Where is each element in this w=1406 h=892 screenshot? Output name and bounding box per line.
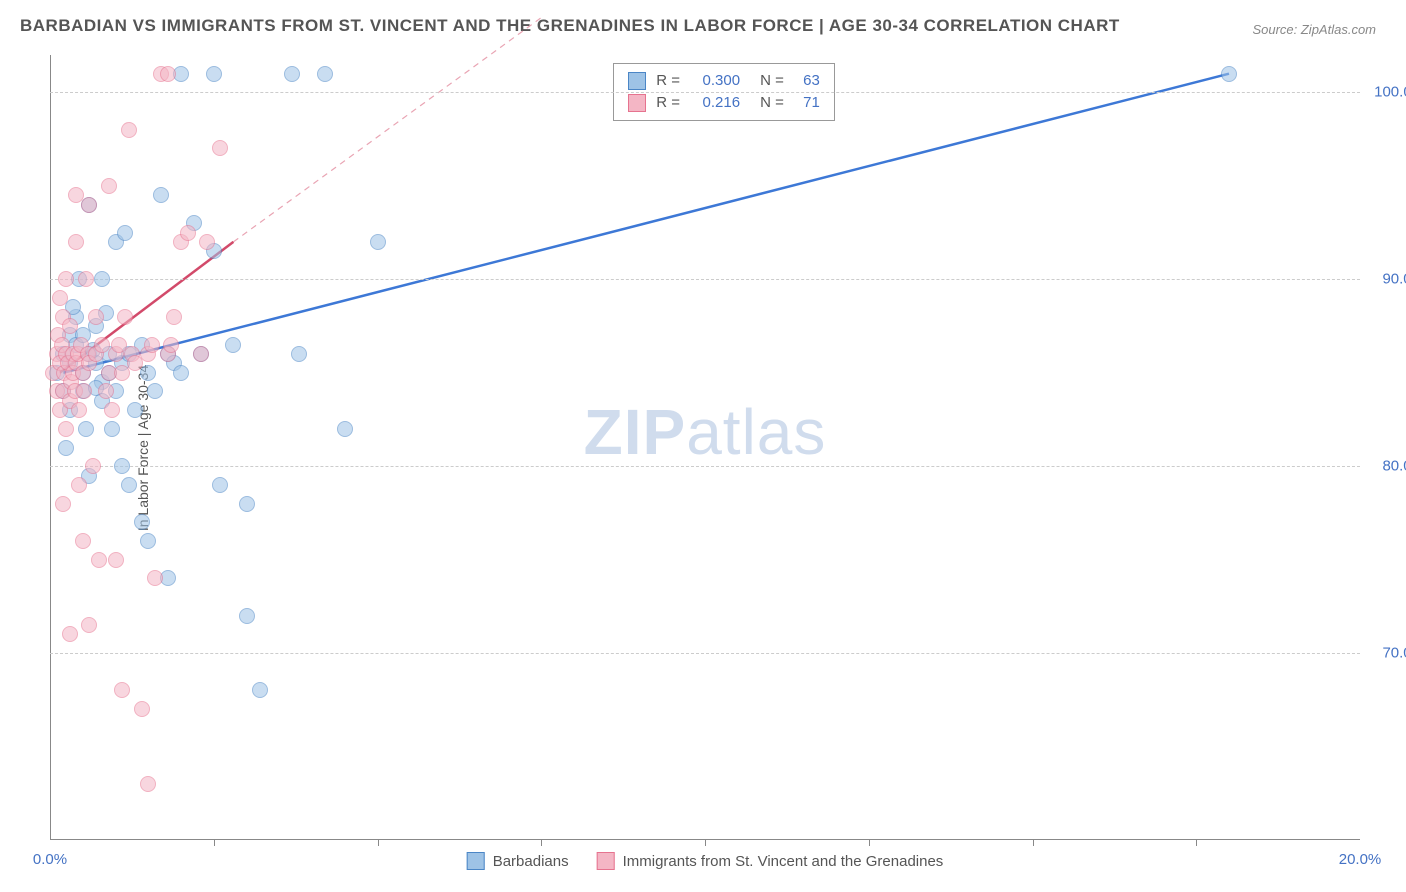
data-point: [225, 337, 241, 353]
data-point: [1221, 66, 1237, 82]
data-point: [71, 402, 87, 418]
data-point: [144, 337, 160, 353]
data-point: [163, 337, 179, 353]
data-point: [71, 477, 87, 493]
chart-title: BARBADIAN VS IMMIGRANTS FROM ST. VINCENT…: [20, 16, 1120, 36]
data-point: [88, 309, 104, 325]
swatch-icon: [628, 94, 646, 112]
data-point: [127, 402, 143, 418]
data-point: [140, 365, 156, 381]
data-point: [98, 383, 114, 399]
x-tick: [1196, 840, 1197, 846]
data-point: [212, 477, 228, 493]
scatter-plot: In Labor Force | Age 30-34 ZIPatlas R =0…: [50, 55, 1360, 840]
data-point: [153, 187, 169, 203]
data-point: [94, 271, 110, 287]
legend-series: Barbadians Immigrants from St. Vincent a…: [467, 852, 944, 870]
grid-line: [50, 92, 1360, 93]
data-point: [140, 776, 156, 792]
data-point: [52, 290, 68, 306]
data-point: [212, 140, 228, 156]
legend-stat-row: R =0.300N =63: [628, 70, 820, 92]
swatch-icon: [597, 852, 615, 870]
regression-lines: [50, 55, 1360, 840]
data-point: [85, 458, 101, 474]
data-point: [121, 122, 137, 138]
x-tick: [705, 840, 706, 846]
data-point: [68, 187, 84, 203]
data-point: [173, 365, 189, 381]
data-point: [140, 533, 156, 549]
data-point: [62, 626, 78, 642]
data-point: [114, 458, 130, 474]
data-point: [134, 701, 150, 717]
data-point: [291, 346, 307, 362]
data-point: [81, 197, 97, 213]
data-point: [252, 682, 268, 698]
data-point: [117, 309, 133, 325]
data-point: [117, 225, 133, 241]
data-point: [58, 271, 74, 287]
legend-label: Barbadians: [493, 853, 569, 870]
x-tick: [1033, 840, 1034, 846]
data-point: [337, 421, 353, 437]
data-point: [108, 552, 124, 568]
swatch-icon: [467, 852, 485, 870]
data-point: [76, 383, 92, 399]
data-point: [58, 440, 74, 456]
data-point: [166, 309, 182, 325]
data-point: [78, 421, 94, 437]
data-point: [239, 608, 255, 624]
data-point: [206, 66, 222, 82]
data-point: [199, 234, 215, 250]
data-point: [75, 533, 91, 549]
data-point: [78, 271, 94, 287]
grid-line: [50, 466, 1360, 467]
data-point: [284, 66, 300, 82]
data-point: [147, 383, 163, 399]
data-point: [147, 570, 163, 586]
data-point: [193, 346, 209, 362]
data-point: [104, 402, 120, 418]
data-point: [68, 234, 84, 250]
legend-label: Immigrants from St. Vincent and the Gren…: [623, 853, 944, 870]
y-tick-label: 70.0%: [1382, 645, 1406, 662]
data-point: [160, 66, 176, 82]
legend-stat-row: R =0.216N =71: [628, 92, 820, 114]
source-label: Source: ZipAtlas.com: [1252, 22, 1376, 37]
data-point: [55, 496, 71, 512]
legend-item-barbadians: Barbadians: [467, 852, 569, 870]
data-point: [134, 514, 150, 530]
data-point: [58, 421, 74, 437]
x-tick-label: 20.0%: [1339, 851, 1382, 868]
data-point: [81, 617, 97, 633]
grid-line: [50, 653, 1360, 654]
data-point: [104, 421, 120, 437]
grid-line: [50, 279, 1360, 280]
y-tick-label: 80.0%: [1382, 458, 1406, 475]
data-point: [114, 682, 130, 698]
data-point: [91, 552, 107, 568]
x-tick: [869, 840, 870, 846]
data-point: [180, 225, 196, 241]
data-point: [317, 66, 333, 82]
y-tick-label: 100.0%: [1374, 84, 1406, 101]
x-tick: [378, 840, 379, 846]
x-tick: [541, 840, 542, 846]
data-point: [121, 477, 137, 493]
legend-item-svg: Immigrants from St. Vincent and the Gren…: [597, 852, 944, 870]
x-tick: [214, 840, 215, 846]
data-point: [62, 318, 78, 334]
data-point: [101, 178, 117, 194]
y-tick-label: 90.0%: [1382, 271, 1406, 288]
swatch-icon: [628, 72, 646, 90]
data-point: [239, 496, 255, 512]
x-tick-label: 0.0%: [33, 851, 67, 868]
data-point: [370, 234, 386, 250]
